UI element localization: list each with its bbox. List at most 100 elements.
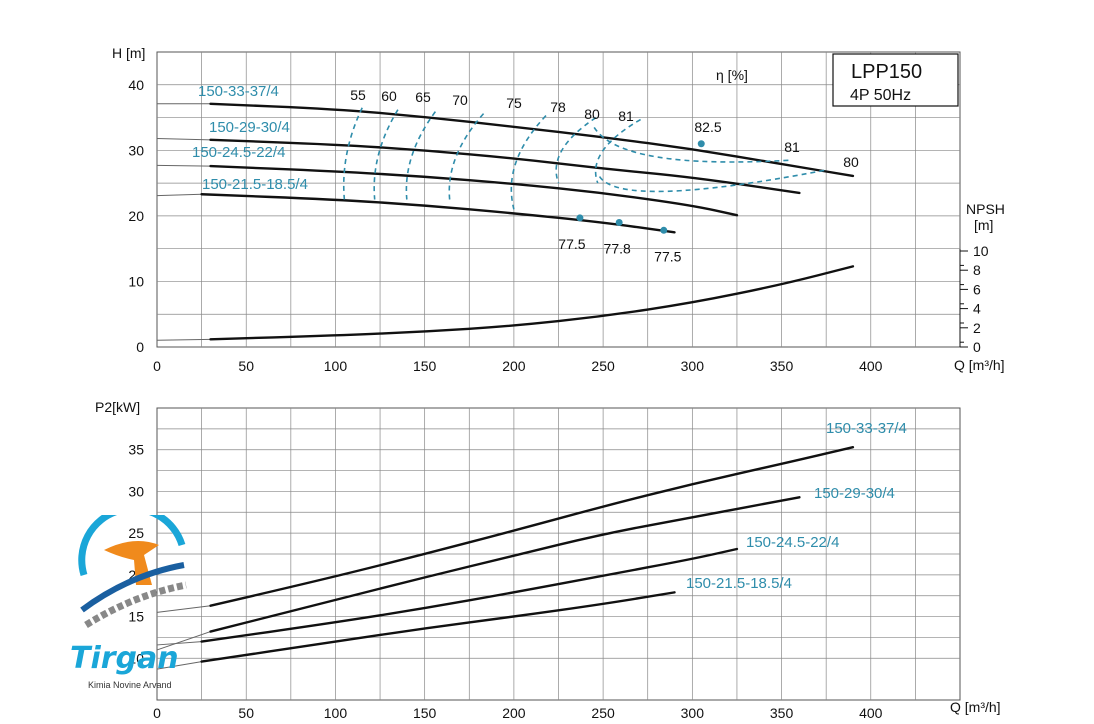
head-curve-2: [209, 138, 801, 195]
power-x-tick-label: 50: [238, 705, 254, 721]
power-x-tick-label: 250: [591, 705, 615, 721]
chart-subtitle: 4P 50Hz: [850, 87, 911, 104]
power-y-tick-label: 15: [128, 609, 144, 625]
efficiency-iso-line: [594, 118, 641, 184]
power-x-axis-label: Q [m³/h]: [950, 699, 1001, 715]
power-curve-label: 150-21.5-18.5/4: [686, 575, 792, 592]
efficiency-label: 81: [784, 139, 800, 155]
efficiency-point-label: 77.8: [604, 240, 631, 256]
head-curve-label: 150-29-30/4: [209, 119, 290, 136]
efficiency-label: 70: [452, 92, 468, 108]
npsh-tick-label: 10: [973, 243, 989, 259]
efficiency-point: [697, 140, 705, 148]
power-x-tick-label: 0: [153, 705, 161, 721]
efficiency-point-label: 77.5: [654, 248, 681, 264]
head-curve-extension: [156, 138, 211, 141]
efficiency-iso-line-80: [598, 169, 827, 193]
head-x-tick-label: 300: [681, 358, 705, 374]
npsh-curve-extension: [156, 338, 211, 341]
chart-labels: 0050501001001501502002002502503003003503…: [128, 77, 988, 721]
power-x-tick-label: 400: [859, 705, 883, 721]
power-x-tick-label: 200: [502, 705, 526, 721]
efficiency-point-label: 77.5: [558, 236, 585, 252]
npsh-tick-label: 0: [973, 339, 981, 355]
npsh-axis-label: NPSH: [966, 201, 1005, 217]
head-curve-label: 150-21.5-18.5/4: [202, 176, 308, 193]
head-x-tick-label: 200: [502, 358, 526, 374]
efficiency-label: 55: [350, 87, 366, 103]
npsh-curve: [209, 265, 855, 341]
efficiency-label: 65: [415, 89, 431, 105]
power-curve-label: 150-33-37/4: [826, 420, 907, 437]
head-axis-label: H [m]: [112, 45, 145, 61]
efficiency-iso-line: [373, 109, 399, 200]
power-y-tick-label: 10: [128, 650, 144, 666]
power-curve-3: [200, 547, 739, 643]
head-x-tick-label: 0: [153, 358, 161, 374]
power-curve-extension: [156, 641, 202, 646]
efficiency-curves: [343, 107, 827, 234]
logo-arc-top: [78, 515, 186, 577]
head-x-tick-label: 50: [238, 358, 254, 374]
tirgan-logo: [78, 515, 187, 628]
head-x-tick-label: 100: [324, 358, 348, 374]
efficiency-label: 78: [550, 99, 566, 115]
head-curve-extension: [156, 193, 202, 197]
efficiency-axis-label: η [%]: [716, 67, 748, 83]
efficiency-iso-line: [343, 107, 363, 200]
efficiency-label: 80: [843, 154, 859, 170]
npsh-tick-label: 6: [973, 281, 981, 297]
npsh-tick-label: 4: [973, 301, 981, 317]
efficiency-label: 82.5: [694, 119, 721, 135]
power-curve-extension: [156, 605, 211, 613]
head-y-tick-label: 30: [128, 142, 144, 158]
npsh-axis-unit: [m]: [974, 217, 993, 233]
head-x-axis-label: Q [m³/h]: [954, 357, 1005, 373]
power-y-tick-label: 30: [128, 483, 144, 499]
power-chart-grid: [156, 407, 961, 701]
power-curve-1: [209, 446, 855, 607]
power-x-tick-label: 150: [413, 705, 437, 721]
power-curve-label: 150-29-30/4: [814, 485, 895, 502]
head-curve-extension: [156, 164, 211, 167]
head-curve-3: [209, 164, 739, 217]
power-axis-label: P2[kW]: [95, 399, 140, 415]
head-y-tick-label: 0: [136, 339, 144, 355]
head-y-tick-label: 20: [128, 208, 144, 224]
efficiency-iso-line: [555, 116, 597, 184]
power-curve-4: [200, 591, 676, 663]
head-y-tick-label: 40: [128, 77, 144, 93]
head-x-tick-label: 400: [859, 358, 883, 374]
efficiency-iso-line: [448, 113, 485, 200]
head-y-tick-label: 10: [128, 273, 144, 289]
npsh-tick-label: 2: [973, 320, 981, 336]
power-x-tick-label: 100: [324, 705, 348, 721]
efficiency-label: 80: [584, 106, 600, 122]
head-x-tick-label: 350: [770, 358, 794, 374]
power-curves: [156, 446, 855, 670]
power-curve-extension: [156, 631, 211, 651]
power-curve-label: 150-24.5-22/4: [746, 534, 839, 551]
logo-tagline: Kimia Novine Arvand: [88, 680, 172, 690]
head-curve-label: 150-24.5-22/4: [192, 144, 285, 161]
efficiency-label: 60: [381, 88, 397, 104]
efficiency-label: 75: [506, 95, 522, 111]
npsh-tick-label: 8: [973, 262, 981, 278]
head-curve-4: [200, 193, 676, 234]
head-x-tick-label: 150: [413, 358, 437, 374]
logo-gear-ring: [84, 581, 187, 628]
efficiency-iso-line: [405, 111, 437, 200]
efficiency-iso-line: [510, 115, 547, 210]
efficiency-label: 81: [618, 108, 634, 124]
power-curve-extension: [156, 661, 202, 670]
head-curve-1: [209, 102, 855, 178]
title-box: [832, 53, 959, 107]
head-x-tick-label: 250: [591, 358, 615, 374]
efficiency-point: [576, 214, 584, 222]
logo-wordmark: Tirgan: [70, 641, 179, 676]
efficiency-point: [660, 226, 668, 234]
logo-swoosh-1: [80, 562, 185, 613]
power-curve-2: [209, 496, 801, 633]
power-y-tick-label: 25: [128, 525, 144, 541]
